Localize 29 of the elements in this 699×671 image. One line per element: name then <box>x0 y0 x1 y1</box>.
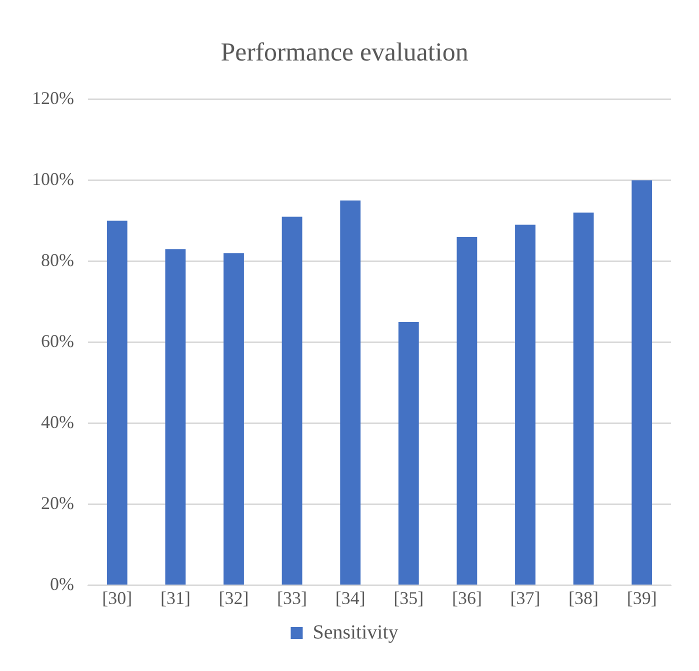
y-tick-label: 20% <box>40 493 74 514</box>
bar <box>573 212 594 585</box>
y-tick-label: 0% <box>50 574 74 594</box>
x-tick-label: [30] <box>102 588 132 608</box>
y-tick-label: 120% <box>32 88 74 108</box>
x-tick-label: [35] <box>394 588 424 608</box>
x-tick-label: [39] <box>626 588 657 608</box>
bar <box>398 322 419 585</box>
y-tick-label: 60% <box>40 331 74 352</box>
y-tick-label: 40% <box>40 412 74 432</box>
bar <box>165 249 186 585</box>
x-tick-label: [34] <box>335 588 366 608</box>
legend-label: Sensitivity <box>312 621 398 644</box>
chart-title: Performance evaluation <box>220 37 468 66</box>
bar <box>456 236 478 585</box>
bar <box>282 216 302 585</box>
y-tick-label: 80% <box>40 250 74 270</box>
y-tick-label: 100% <box>32 168 74 189</box>
bar <box>106 220 128 585</box>
x-tick-label: [33] <box>277 588 308 608</box>
x-tick-label: [31] <box>160 588 190 608</box>
bar <box>515 224 536 585</box>
x-tick-label: [36] <box>452 588 482 608</box>
bar <box>632 180 652 585</box>
bar <box>224 253 244 585</box>
x-tick-label: [38] <box>568 588 599 608</box>
bar <box>340 200 361 585</box>
x-tick-label: [32] <box>218 588 249 608</box>
x-tick-label: [37] <box>510 588 540 608</box>
